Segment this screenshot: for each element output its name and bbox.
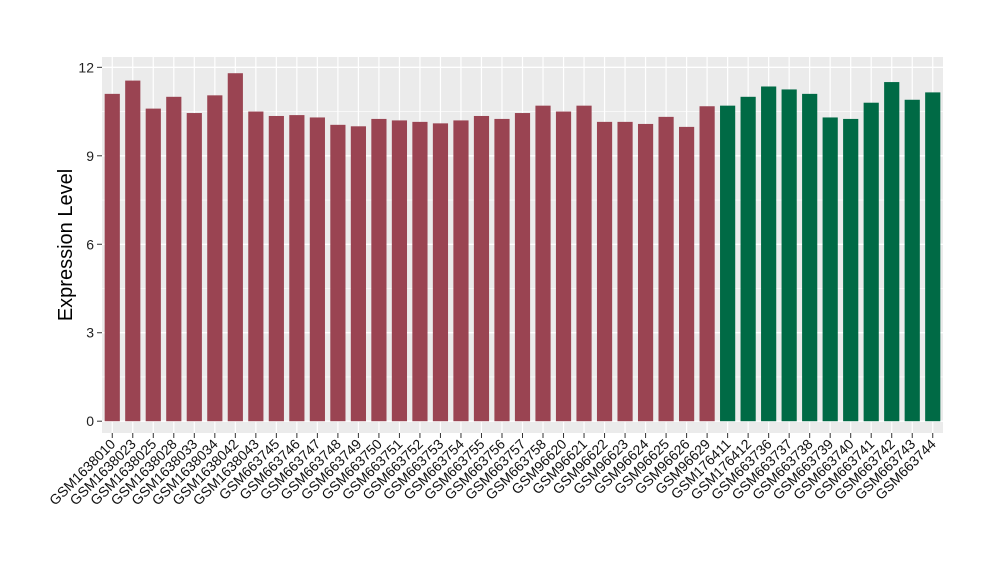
bar-GSM663756 bbox=[494, 118, 510, 422]
bar-GSM663752 bbox=[412, 121, 428, 422]
bar-GSM663748 bbox=[330, 124, 346, 422]
bar-GSM663754 bbox=[453, 120, 469, 422]
bar-GSM1638028 bbox=[166, 96, 182, 422]
y-tick-label: 12 bbox=[78, 59, 94, 75]
bar-GSM663751 bbox=[391, 120, 408, 422]
bar-GSM1638033 bbox=[186, 113, 202, 422]
bar-GSM96621 bbox=[576, 105, 592, 422]
bar-GSM96623 bbox=[617, 121, 633, 422]
bar-GSM663742 bbox=[884, 82, 900, 422]
bar-GSM96625 bbox=[658, 116, 674, 422]
bar-GSM1638010 bbox=[104, 93, 120, 422]
bar-GSM663736 bbox=[761, 86, 777, 422]
y-tick-label: 3 bbox=[86, 325, 94, 341]
bar-GSM663750 bbox=[371, 118, 387, 422]
bar-GSM663746 bbox=[289, 115, 305, 422]
y-axis-title: Expression Level bbox=[55, 169, 77, 321]
bar-GSM663743 bbox=[904, 99, 920, 422]
bar-GSM1638042 bbox=[227, 73, 243, 422]
bar-GSM1638025 bbox=[145, 108, 161, 422]
bar-GSM96620 bbox=[555, 111, 572, 422]
bar-GSM1638043 bbox=[248, 111, 264, 422]
y-tick-label: 6 bbox=[86, 236, 94, 252]
y-axis: 0 3 6 9 12 bbox=[78, 59, 102, 429]
bar-GSM663747 bbox=[309, 117, 325, 422]
bar-GSM96624 bbox=[637, 123, 654, 422]
bar-GSM176411 bbox=[720, 105, 736, 422]
bar-GSM663749 bbox=[350, 126, 366, 422]
bar-GSM663740 bbox=[843, 118, 859, 422]
bar-GSM663745 bbox=[268, 115, 284, 422]
bar-GSM663744 bbox=[925, 92, 941, 422]
bar-GSM663737 bbox=[781, 89, 797, 422]
y-tick-label: 0 bbox=[86, 413, 94, 429]
bar-GSM663757 bbox=[514, 113, 531, 422]
bar-GSM663758 bbox=[535, 105, 551, 422]
bar-GSM663738 bbox=[802, 93, 818, 422]
bar-GSM1638023 bbox=[125, 80, 141, 422]
bar-GSM663753 bbox=[432, 123, 449, 422]
bars bbox=[104, 73, 941, 422]
bar-GSM1638034 bbox=[207, 95, 223, 422]
bar-GSM96626 bbox=[679, 126, 695, 422]
x-axis: GSM1638010GSM1638023GSM1638025GSM1638028… bbox=[46, 433, 939, 508]
bar-GSM96629 bbox=[699, 106, 715, 422]
y-tick-label: 9 bbox=[86, 148, 94, 164]
bar-GSM96622 bbox=[596, 121, 613, 422]
bar-GSM663741 bbox=[863, 102, 879, 422]
bar-GSM663755 bbox=[473, 115, 490, 422]
bar-GSM663739 bbox=[822, 117, 838, 422]
bar-GSM176412 bbox=[740, 96, 756, 422]
